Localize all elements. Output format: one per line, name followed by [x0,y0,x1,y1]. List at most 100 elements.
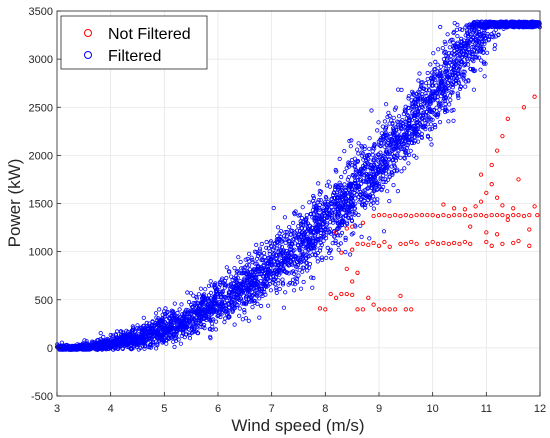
filtered-point [470,35,476,41]
filtered-point [145,326,150,332]
y-tick-label: 1500 [29,199,53,211]
x-tick-label: 4 [108,403,114,415]
filtered-point [366,152,372,157]
filtered-point [149,336,154,341]
filtered-point [401,134,407,140]
filtered-point [491,35,496,40]
filtered-point [336,242,341,247]
filtered-point [264,276,269,282]
filtered-point [274,290,279,295]
filtered-point [353,169,358,174]
filtered-point [335,203,340,208]
filtered-point [367,236,372,241]
filtered-point [326,211,331,216]
filtered-point [144,337,150,342]
filtered-point [372,142,377,147]
filtered-point [507,21,512,27]
filtered-point [456,95,461,101]
not-filtered-point [371,213,376,219]
filtered-point [305,236,310,241]
filtered-point [316,198,321,203]
filtered-point [478,49,484,54]
filtered-point [317,248,323,253]
filtered-point [305,251,310,256]
legend-label-not-filtered: Not Filtered [108,26,191,43]
filtered-point [363,161,368,166]
filtered-point [459,27,465,32]
filtered-point [212,283,217,288]
filtered-point [229,274,234,279]
filtered-point [403,121,409,126]
filtered-point [315,200,320,205]
filtered-point [271,247,276,252]
not-filtered-point [371,240,376,246]
not-filtered-point [328,291,333,297]
filtered-point [481,50,486,55]
filtered-point [472,22,477,28]
filtered-point [194,324,199,330]
filtered-point [236,255,241,260]
filtered-point [435,114,440,119]
filtered-point [171,339,176,344]
filtered-point [395,119,400,124]
filtered-point [294,280,300,285]
filtered-point [137,340,142,345]
filtered-point [157,335,162,340]
filtered-point [155,341,160,346]
not-filtered-point [360,307,366,312]
filtered-point [168,335,174,340]
filtered-point [135,323,140,328]
filtered-point [382,119,387,124]
not-filtered-point [489,162,494,168]
filtered-point [385,189,390,194]
filtered-point [188,309,193,314]
filtered-point [219,278,224,283]
filtered-point [415,139,421,144]
filtered-point [378,177,383,182]
filtered-point [170,313,175,318]
filtered-point [325,245,330,250]
filtered-point [445,32,450,37]
filtered-point [278,248,283,253]
filtered-point [438,24,443,30]
filtered-point [183,332,188,337]
filtered-point [234,283,239,288]
filtered-point [243,295,248,300]
filtered-point [391,160,396,165]
filtered-point [310,225,316,231]
filtered-point [194,311,199,316]
x-tick-label: 8 [322,403,328,415]
filtered-point [159,324,164,329]
filtered-point [196,308,202,313]
filtered-point [139,325,144,330]
filtered-point [428,122,433,127]
not-filtered-point [527,227,532,232]
filtered-point [290,281,295,286]
filtered-point [261,286,267,292]
filtered-point [184,321,189,326]
filtered-point [269,259,274,265]
filtered-point [251,298,256,303]
not-filtered-point [350,279,355,284]
filtered-point [186,321,191,327]
filtered-point [240,301,245,306]
filtered-point [275,225,281,230]
filtered-point [168,325,173,331]
filtered-point [428,62,433,67]
filtered-point [396,140,401,145]
filtered-point [232,322,237,327]
filtered-point [187,330,192,336]
filtered-point [283,230,288,235]
not-filtered-point [366,295,371,300]
filtered-point [365,162,370,167]
not-filtered-point [376,212,382,218]
filtered-point [412,92,417,98]
filtered-point [272,245,277,250]
filtered-point [349,232,354,237]
filtered-point [318,224,323,229]
not-filtered-point [382,212,387,218]
filtered-point [471,87,476,92]
filtered-point [346,187,351,192]
filtered-point [398,126,403,131]
